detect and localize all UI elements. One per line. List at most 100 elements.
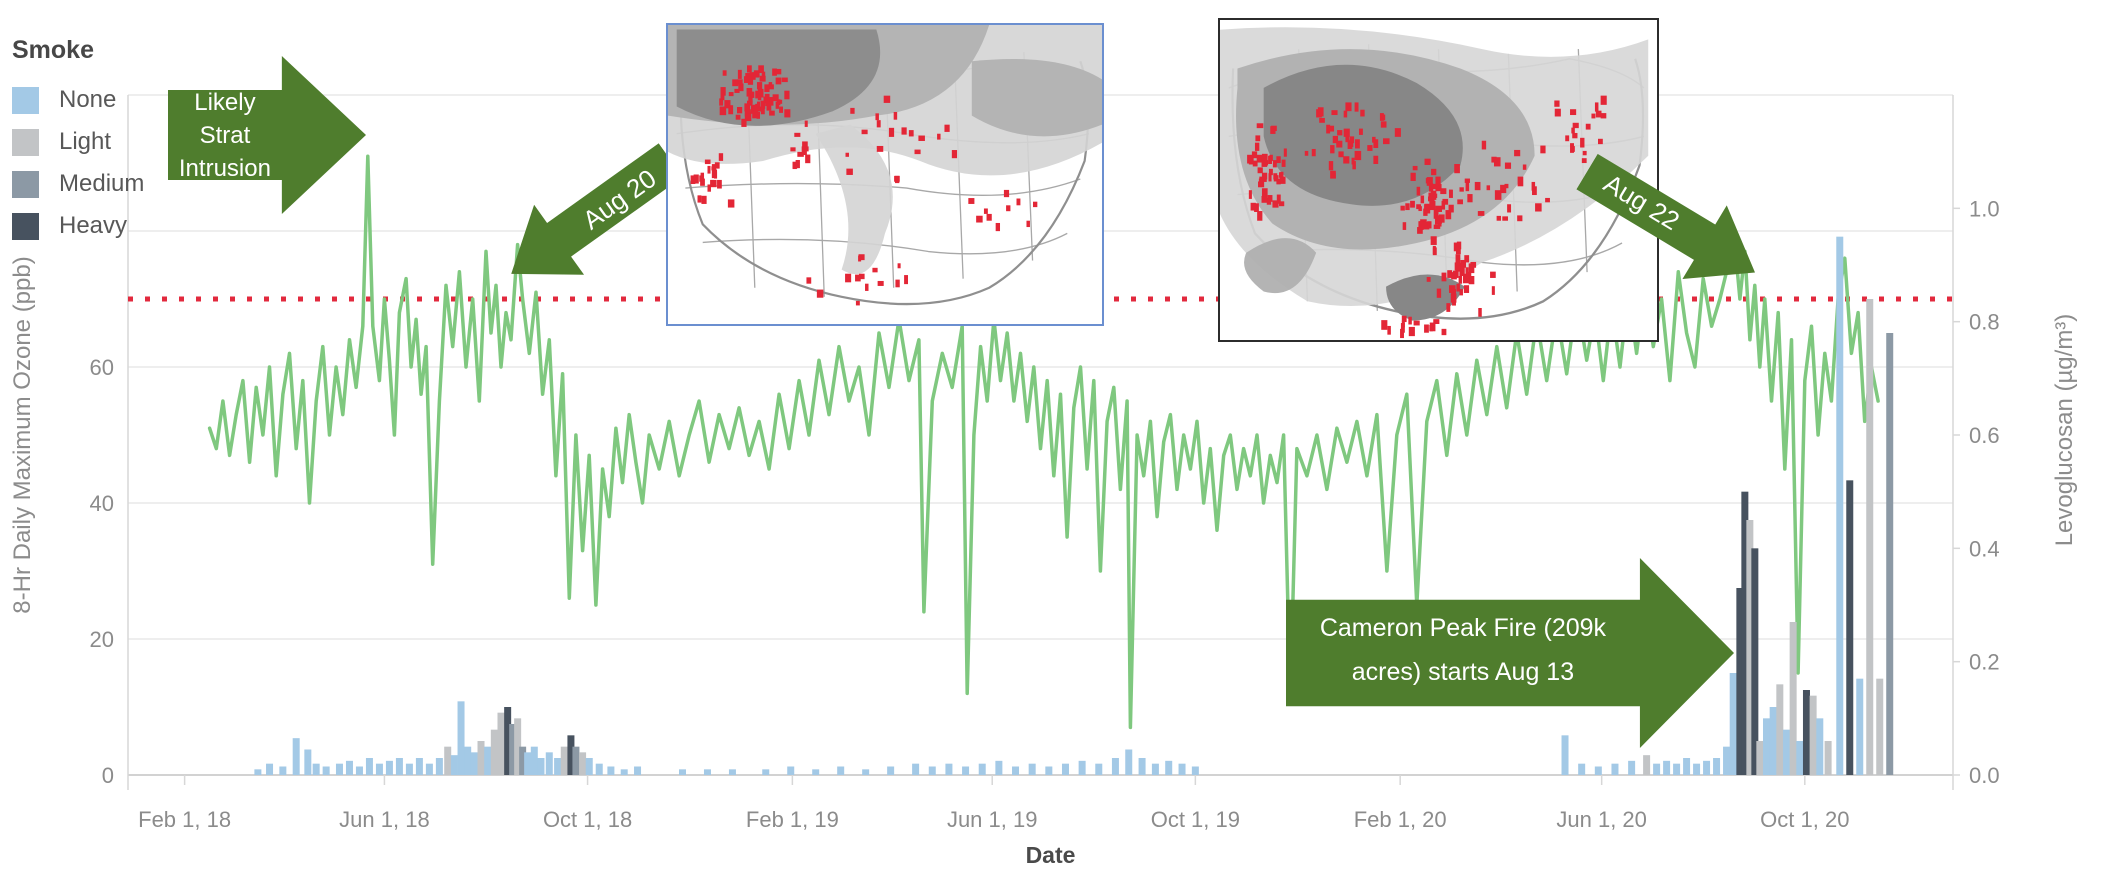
levoglucosan-bar-none bbox=[1816, 718, 1824, 775]
legend-swatch-light[interactable] bbox=[12, 128, 39, 156]
levoglucosan-bar-none bbox=[1095, 763, 1103, 775]
fire-dot bbox=[855, 300, 860, 306]
levoglucosan-bar-none bbox=[1782, 729, 1790, 775]
levoglucosan-bar-none bbox=[1045, 766, 1053, 775]
fire-detections-1 bbox=[690, 65, 1038, 306]
x-tick-label: Jun 1, 19 bbox=[947, 807, 1038, 832]
fire-dot bbox=[792, 161, 798, 169]
fire-dot bbox=[1433, 193, 1438, 198]
fire-dot bbox=[1554, 100, 1560, 107]
fire-dot bbox=[804, 120, 808, 127]
fire-dot bbox=[718, 153, 724, 161]
levoglucosan-bar-none bbox=[1125, 749, 1133, 775]
levoglucosan-bar-none bbox=[1138, 758, 1146, 775]
fire-dot bbox=[1481, 140, 1487, 150]
fire-dot bbox=[775, 77, 782, 85]
levoglucosan-bar-light bbox=[514, 718, 522, 775]
fire-dot bbox=[711, 164, 717, 169]
legend-swatch-none[interactable] bbox=[12, 86, 39, 114]
legend-label-heavy: Heavy bbox=[59, 212, 128, 239]
fire-dot bbox=[1502, 216, 1508, 221]
levoglucosan-bar-none bbox=[607, 766, 615, 775]
fire-dot bbox=[995, 222, 1001, 232]
fire-dot bbox=[746, 87, 753, 97]
fire-dot bbox=[1311, 148, 1316, 157]
fire-dot bbox=[790, 147, 796, 152]
fire-dot bbox=[1433, 224, 1441, 229]
fire-dot bbox=[737, 69, 742, 79]
fire-dot bbox=[1428, 183, 1434, 192]
y-right-tick-label: 1.0 bbox=[1969, 196, 2000, 221]
fire-dot bbox=[1425, 178, 1430, 184]
fire-dot bbox=[1247, 154, 1254, 164]
legend-swatch-medium[interactable] bbox=[12, 170, 39, 198]
levoglucosan-bar-none bbox=[385, 760, 393, 775]
fire-dot bbox=[1343, 110, 1348, 118]
legend-item-heavy[interactable]: Heavy bbox=[12, 205, 144, 247]
fire-dot bbox=[711, 166, 717, 171]
fire-dot bbox=[1251, 151, 1258, 159]
legend-item-light[interactable]: Light bbox=[12, 121, 144, 163]
levoglucosan-bar-none bbox=[345, 760, 353, 775]
fire-dot bbox=[1459, 289, 1463, 296]
fire-dot bbox=[1452, 295, 1456, 306]
fire-dot bbox=[1572, 132, 1578, 139]
fire-dot bbox=[865, 283, 869, 291]
fire-dot bbox=[1248, 190, 1252, 199]
levoglucosan-bar-none bbox=[1178, 763, 1186, 775]
y-right-tick-label: 0.8 bbox=[1969, 310, 2000, 335]
fire-dot bbox=[1554, 108, 1561, 117]
fire-dot bbox=[779, 106, 784, 113]
fire-dot bbox=[1432, 183, 1439, 190]
fire-dot bbox=[883, 95, 891, 103]
fire-dot bbox=[768, 84, 774, 90]
fire-dot bbox=[1278, 201, 1285, 207]
levoglucosan-bar-none bbox=[1769, 707, 1777, 775]
fire-dot bbox=[1281, 159, 1286, 167]
fire-dot bbox=[1330, 170, 1336, 179]
fire-dot bbox=[802, 146, 809, 152]
levoglucosan-bar-none bbox=[945, 763, 953, 775]
fire-dot bbox=[1006, 205, 1011, 212]
fire-dot bbox=[877, 280, 884, 286]
levoglucosan-bar-medium bbox=[1886, 333, 1894, 775]
legend-swatch-heavy[interactable] bbox=[12, 212, 39, 240]
fire-dot bbox=[897, 263, 901, 269]
fire-dot bbox=[1016, 198, 1021, 206]
fire-dot bbox=[1570, 109, 1577, 116]
fire-dot bbox=[1433, 209, 1439, 219]
fire-dot bbox=[850, 107, 855, 114]
x-tick-label: Jun 1, 18 bbox=[339, 807, 430, 832]
fire-dot bbox=[1598, 138, 1603, 145]
fire-dot bbox=[727, 199, 735, 208]
levoglucosan-bar-none bbox=[415, 758, 423, 775]
levoglucosan-bar-none bbox=[1856, 678, 1864, 775]
fire-dot bbox=[1594, 102, 1599, 112]
y-right-tick-label: 0.4 bbox=[1969, 536, 2000, 561]
fire-dot bbox=[875, 113, 879, 121]
fire-dot bbox=[1455, 244, 1461, 255]
strat-intrusion-annotation-label: Likely Strat Intrusion bbox=[178, 89, 271, 182]
levoglucosan-bar-none bbox=[1673, 763, 1681, 775]
fire-dot bbox=[1351, 157, 1355, 165]
fire-dot bbox=[1271, 125, 1277, 132]
legend-item-medium[interactable]: Medium bbox=[12, 163, 144, 205]
fire-dot bbox=[1591, 113, 1596, 119]
fire-dot bbox=[719, 106, 727, 116]
levoglucosan-bar-light bbox=[1866, 299, 1874, 775]
fire-dot bbox=[749, 91, 755, 98]
levoglucosan-bar-none bbox=[1611, 763, 1619, 775]
levoglucosan-bar-none bbox=[728, 769, 736, 775]
fire-dot bbox=[784, 109, 791, 118]
fire-dot bbox=[704, 159, 711, 165]
levoglucosan-bar-light bbox=[444, 746, 452, 775]
legend-item-none[interactable]: None bbox=[12, 79, 144, 121]
fire-dot bbox=[1474, 181, 1481, 191]
y-right-tick-label: 0.2 bbox=[1969, 650, 2000, 675]
fire-dot bbox=[745, 109, 751, 114]
fire-dot bbox=[1347, 141, 1353, 149]
levoglucosan-bar-light bbox=[1643, 755, 1651, 775]
fire-dot bbox=[1032, 201, 1038, 208]
fire-dot bbox=[772, 94, 779, 102]
fire-dot bbox=[1490, 271, 1496, 278]
